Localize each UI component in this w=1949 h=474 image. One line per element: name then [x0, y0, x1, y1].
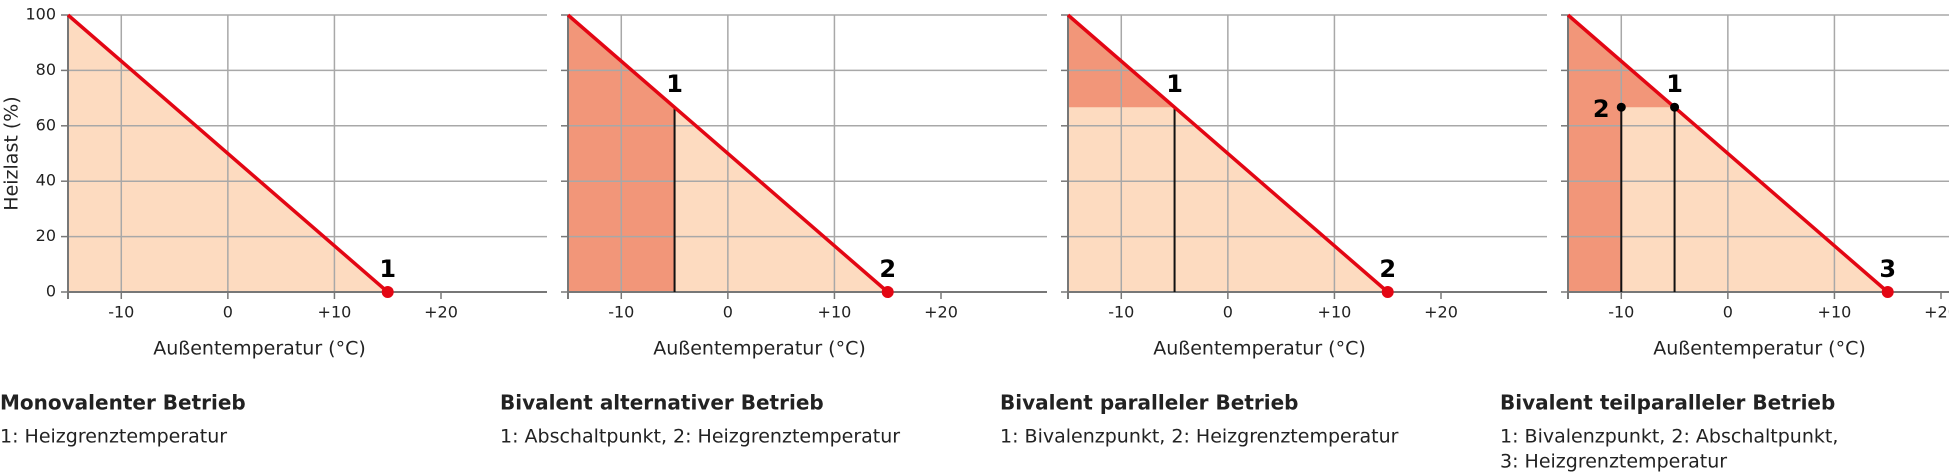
x-axis-label: Außentemperatur (°C) [1653, 338, 1866, 360]
y-tick-label: 60 [36, 115, 56, 134]
point-label: 2 [1593, 95, 1610, 123]
panel-caption: 1: Abschaltpunkt, 2: Heizgrenztemperatur [500, 426, 900, 448]
point [381, 286, 394, 298]
load-line [566, 13, 889, 294]
x-axis-label: Außentemperatur (°C) [153, 338, 366, 360]
y-tick-label: 80 [36, 60, 56, 79]
point-label: 1 [1666, 70, 1683, 98]
x-tick-label: +10 [318, 303, 352, 322]
point [1670, 102, 1680, 112]
x-tick-label: -10 [1608, 303, 1634, 322]
panel-title: Bivalent teilparalleler Betrieb [1500, 391, 1835, 415]
x-axis-label: Außentemperatur (°C) [653, 338, 866, 360]
point-label: 2 [1379, 255, 1396, 283]
point-label: 1 [1166, 70, 1183, 98]
x-tick-label: 0 [1223, 303, 1233, 322]
panel-caption: 1: Heizgrenztemperatur [0, 426, 227, 448]
y-tick-label: 20 [36, 226, 56, 245]
x-tick-label: -10 [608, 303, 634, 322]
point [1616, 102, 1626, 112]
x-axis-label: Außentemperatur (°C) [1153, 338, 1366, 360]
x-tick-label: +20 [424, 303, 458, 322]
point-label: 1 [666, 70, 683, 98]
y-tick-label: 100 [25, 5, 56, 24]
x-tick-label: -10 [1108, 303, 1134, 322]
point [881, 286, 894, 298]
panel-caption: 1: Bivalenzpunkt, 2: Heizgrenztemperatur [1000, 426, 1399, 448]
x-tick-label: +10 [1318, 303, 1352, 322]
x-tick-label: +20 [1424, 303, 1458, 322]
point-label: 2 [879, 255, 896, 283]
load-line [1566, 13, 1889, 294]
x-tick-label: +20 [1924, 303, 1949, 322]
x-tick-label: 0 [223, 303, 233, 322]
panel-title: Monovalenter Betrieb [0, 391, 246, 415]
panel-title: Bivalent paralleler Betrieb [1000, 391, 1298, 415]
point [1381, 286, 1394, 298]
y-tick-label: 40 [36, 171, 56, 190]
x-tick-label: +10 [818, 303, 852, 322]
panel-caption: 1: Bivalenzpunkt, 2: Abschaltpunkt, [1500, 426, 1838, 448]
point-label: 1 [379, 255, 396, 283]
x-tick-label: +20 [924, 303, 958, 322]
x-tick-label: 0 [1723, 303, 1733, 322]
point-label: 3 [1879, 255, 1896, 283]
load-line [66, 13, 389, 294]
point [1881, 286, 1894, 298]
x-tick-label: 0 [723, 303, 733, 322]
load-line [1066, 13, 1389, 294]
panel-caption: 3: Heizgrenztemperatur [1500, 451, 1727, 473]
panel-title: Bivalent alternativer Betrieb [500, 391, 824, 415]
x-tick-label: -10 [108, 303, 134, 322]
x-tick-label: +10 [1818, 303, 1852, 322]
y-axis-label: Heizlast (%) [1, 96, 23, 210]
y-tick-label: 0 [46, 282, 56, 301]
